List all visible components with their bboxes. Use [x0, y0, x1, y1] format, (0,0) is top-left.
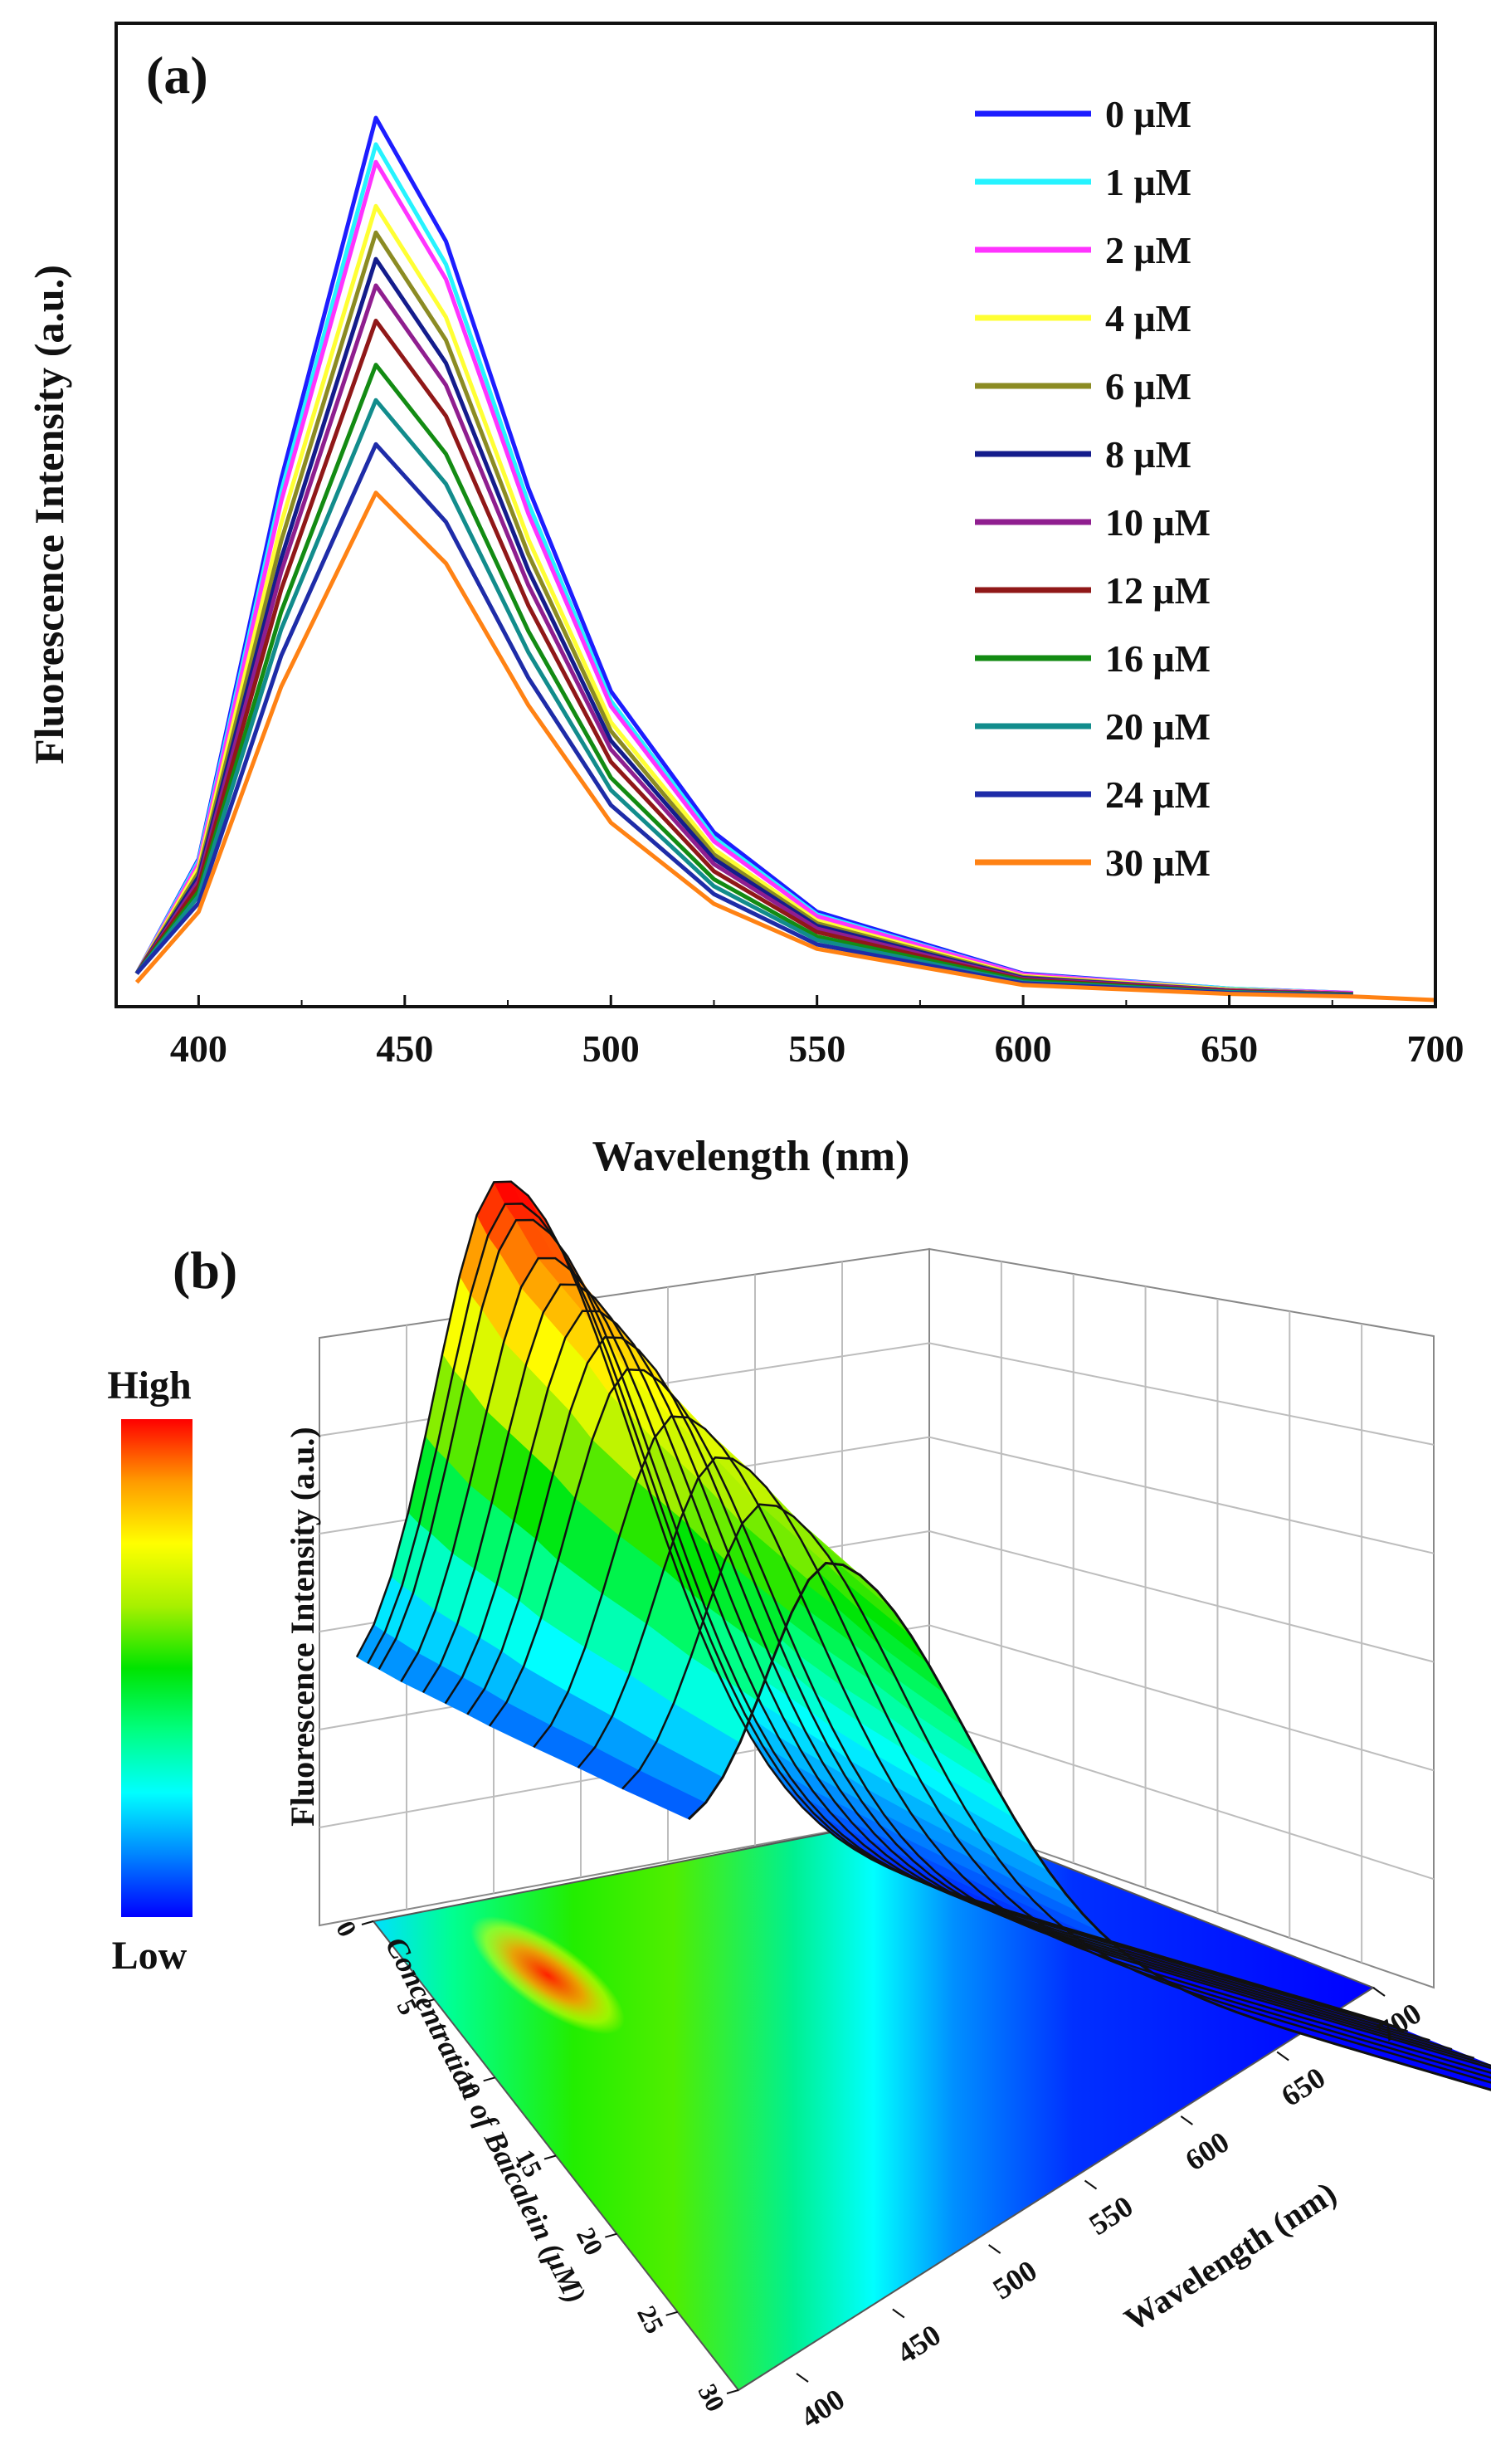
legend-label: 30 μM: [1105, 842, 1211, 884]
series-line-11: [134, 490, 1435, 1003]
legend-label: 10 μM: [1105, 501, 1211, 544]
concentration-tick-mark: [543, 2154, 557, 2160]
panel-a-y-axis-label: Fluorescence Intensity (a.u.): [26, 265, 72, 764]
grid-line: [928, 1718, 1435, 1881]
wavelength-tick-mark: [1180, 2115, 1193, 2125]
grid-line: [928, 1436, 1435, 1554]
surface-slice-line: [444, 1310, 1475, 2060]
x-tick-label: 500: [582, 1027, 640, 1070]
wavelength-tick-label: 600: [1179, 2125, 1235, 2177]
concentration-tick-mark: [422, 1998, 435, 2004]
wavelength-tick-mark: [988, 2244, 1001, 2254]
legend-label: 4 μM: [1105, 297, 1191, 339]
legend-label: 6 μM: [1105, 365, 1191, 407]
floor-hotspot: [470, 1915, 625, 2035]
x-tick-label: 400: [170, 1027, 227, 1070]
panel-b-label: (b): [173, 1241, 237, 1300]
surface-slice-line: [621, 1503, 1491, 2084]
panel-a-label: (a): [146, 46, 208, 105]
concentration-tick-label: 25: [631, 2301, 670, 2338]
wavelength-tick-mark: [1372, 1987, 1386, 1997]
concentration-tick-mark: [483, 2076, 495, 2082]
wavelength-tick-label: 400: [795, 2382, 850, 2434]
wavelength-tick-label: 450: [891, 2318, 947, 2370]
x-tick-label: 650: [1201, 1027, 1258, 1070]
concentration-tick-mark: [605, 2232, 617, 2238]
panel-b-z-axis-label: Fluorescence Intensity (a.u.): [284, 1427, 321, 1826]
concentration-tick-mark: [361, 1920, 374, 1925]
colorbar-low-label: Low: [112, 1934, 188, 1978]
grid-line: [928, 1342, 1435, 1446]
wavelength-tick-label: 550: [1083, 2189, 1138, 2242]
surface-slice-line: [378, 1218, 1409, 2032]
wavelength-tick-label: 500: [987, 2253, 1043, 2305]
panel-a-legend: 0 μM 1 μM 2 μM 4 μM 6 μM 8 μM 10 μM 12 μM 16 μM 2…: [975, 93, 1211, 884]
series-line-9: [134, 398, 1353, 998]
surface-slice-line: [488, 1368, 1491, 2070]
colorbar: [121, 1419, 192, 1917]
surface-slice-line: [421, 1283, 1453, 2051]
panel-a-x-ticks: 400 450 500 550 600 650 700: [170, 995, 1464, 1070]
concentration-tick-label: 30: [692, 2379, 731, 2417]
x-tick-label: 450: [376, 1027, 433, 1070]
legend-label: 24 μM: [1105, 773, 1211, 816]
surface-slice-line: [466, 1336, 1491, 2067]
x-tick-label: 600: [995, 1027, 1052, 1070]
x-tick-label: 550: [788, 1027, 845, 1070]
surface-slice-line: [577, 1456, 1491, 2079]
surface-slice-line: [367, 1203, 1397, 2028]
legend-label: 8 μM: [1105, 433, 1191, 476]
legend-label: 12 μM: [1105, 569, 1211, 612]
panel-b-wavelength-axis-label: Wavelength (nm): [1118, 2174, 1342, 2339]
legend-label: 0 μM: [1105, 93, 1191, 135]
wavelength-tick-mark: [1084, 2179, 1098, 2190]
panel-a: (a) 400 450 500 550 600 650 700 Wavelength (nm…: [26, 22, 1464, 1180]
grid-line: [928, 1624, 1435, 1772]
wavelength-tick-mark: [796, 2373, 809, 2383]
panel-a-x-axis-label: Wavelength (nm): [592, 1133, 910, 1180]
concentration-tick-label: 20: [571, 2222, 610, 2260]
concentration-tick-mark: [665, 2310, 678, 2316]
surface-front-edge: [687, 1561, 1491, 2091]
legend-label: 16 μM: [1105, 637, 1211, 680]
concentration-tick-mark: [726, 2389, 739, 2394]
wavelength-tick-label: 650: [1275, 2061, 1331, 2113]
x-tick-label: 700: [1407, 1027, 1464, 1070]
surface-slice-line: [355, 1180, 1386, 2024]
surface-slice-line: [533, 1415, 1491, 2075]
colorbar-high-label: High: [107, 1364, 191, 1408]
legend-label: 2 μM: [1105, 229, 1191, 271]
wavelength-tick-mark: [1276, 2051, 1289, 2061]
legend-label: 1 μM: [1105, 161, 1191, 203]
panel-a-frame: [115, 22, 1437, 1008]
legend-label: 20 μM: [1105, 705, 1211, 748]
panel-a-curves: [134, 115, 1435, 1003]
grid-line: [928, 1530, 1435, 1663]
surface-slice-line: [400, 1256, 1430, 2042]
panel-b-surface: [355, 1180, 1491, 2091]
wavelength-tick-mark: [892, 2308, 905, 2319]
